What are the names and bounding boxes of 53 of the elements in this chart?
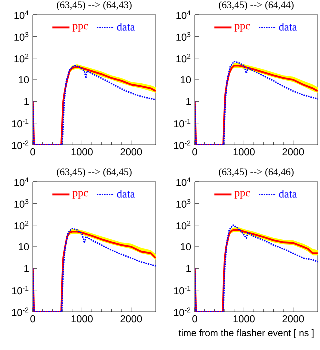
chart-title: (63,45) --> (64,46)	[219, 168, 294, 178]
y-tick-label: 10$^{-2}$	[12, 140, 29, 150]
y-tick-label: 10$^{4}$	[176, 178, 191, 186]
y-tick-label: 10$^{-2}$	[12, 308, 29, 316]
y-tick-label: 10$^{4}$	[14, 10, 29, 20]
chart-title: (63,45) --> (64,45)	[57, 168, 132, 178]
text: ppc	[234, 191, 250, 199]
x-tick-label: 1000	[234, 148, 255, 156]
x-tick-label: 2000	[282, 148, 304, 156]
legend-label: data	[279, 190, 298, 198]
legend-label: ppc	[72, 24, 88, 32]
x-tick-label: 1000	[72, 316, 93, 323]
x-tick-label: 0	[192, 148, 198, 156]
legend-label: data	[279, 23, 298, 31]
x-tick-label: 0	[30, 316, 36, 323]
y-tick-label: 10$^{-1}$	[174, 119, 191, 128]
chart-title: (63,45) --> (64,43)	[57, 1, 132, 10]
x-tick-label: 1000	[72, 148, 93, 156]
y-tick-label: 10$^{2}$	[176, 54, 191, 63]
y-tick-label: 10	[19, 243, 30, 251]
x-tick-label: 0	[30, 148, 36, 156]
y-tick-label: 10$^{3}$	[176, 32, 191, 41]
y-tick-label: 10$^{4}$	[14, 178, 29, 186]
x-tick-label: 2000	[120, 316, 142, 323]
y-tick-label: 10$^{2}$	[14, 221, 29, 230]
x-tick-label: 0	[192, 316, 198, 323]
legend-label: data	[117, 23, 136, 31]
y-tick-label: 10$^{3}$	[14, 199, 29, 208]
x-tick-label: 2000	[282, 316, 304, 323]
y-tick-label: 10$^{2}$	[14, 54, 29, 63]
x-tick-label: 1000	[234, 316, 255, 323]
y-tick-label: 1	[186, 98, 191, 106]
legend-label: ppc	[72, 191, 88, 199]
y-tick-label: 10$^{-1}$	[12, 119, 29, 128]
y-tick-label: 10$^{-1}$	[12, 286, 29, 295]
y-tick-label: 10$^{-2}$	[174, 308, 191, 316]
y-tick-label: 1	[186, 265, 191, 272]
chart-title: (63,45) --> (64,44)	[219, 1, 294, 10]
y-tick-label: 10$^{2}$	[176, 221, 191, 230]
y-tick-label: 1	[24, 98, 29, 106]
y-tick-label: 10$^{-1}$	[174, 286, 191, 295]
y-tick-label: 1	[24, 265, 29, 272]
x-axis-title: time from the flasher event [ ns ]	[178, 330, 314, 338]
text: ppc	[234, 24, 250, 32]
y-tick-label: 10$^{4}$	[176, 10, 191, 20]
y-tick-label: 10$^{3}$	[14, 32, 29, 41]
y-tick-label: 10	[181, 243, 192, 251]
y-tick-label: 10	[181, 76, 192, 84]
legend-label: data	[117, 190, 136, 198]
y-tick-label: 10$^{-2}$	[174, 140, 191, 150]
y-tick-label: 10	[19, 76, 30, 84]
x-tick-label: 2000	[120, 148, 142, 156]
y-tick-label: 10$^{3}$	[176, 199, 191, 208]
